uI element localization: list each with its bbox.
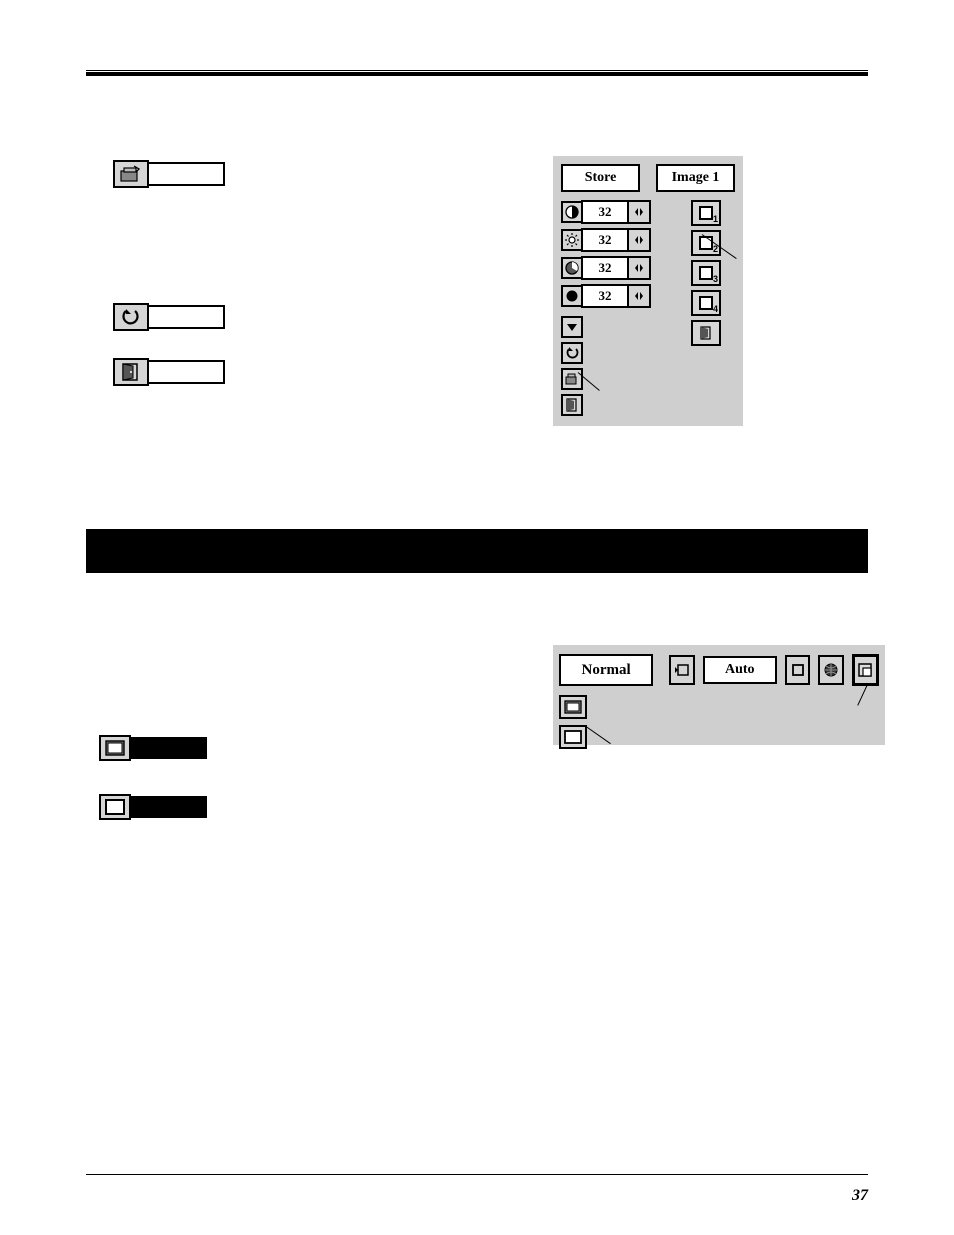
prev-icon[interactable] — [669, 655, 694, 685]
doc-row-quit — [113, 358, 225, 386]
slider-value[interactable]: 32 — [581, 200, 629, 224]
slider-value[interactable]: 32 — [581, 228, 629, 252]
spinner-icon[interactable] — [627, 200, 651, 224]
globe-icon[interactable] — [818, 655, 843, 685]
square-icon[interactable] — [785, 655, 810, 685]
store-icon[interactable] — [561, 368, 583, 390]
memory-slot-1[interactable]: 1 — [691, 200, 721, 226]
slider-brightness: 32 — [561, 228, 661, 252]
memory-column: 1 2 3 4 — [691, 200, 719, 416]
store-icon[interactable] — [113, 160, 149, 188]
half-field — [129, 737, 207, 759]
quit-field[interactable] — [147, 360, 225, 384]
door-icon[interactable] — [691, 320, 721, 346]
doc-row-reset — [113, 303, 225, 331]
page-number: 37 — [852, 1187, 868, 1205]
reset-icon[interactable] — [113, 303, 149, 331]
memory-slot-3[interactable]: 3 — [691, 260, 721, 286]
full-screen-icon[interactable] — [559, 725, 587, 749]
auto-field[interactable]: Auto — [703, 656, 778, 684]
image-dropdown[interactable]: Image 1 — [656, 164, 735, 192]
contrast-icon[interactable] — [561, 201, 583, 223]
page: Store Image 1 32 — [0, 0, 954, 1235]
slider-value[interactable]: 32 — [581, 256, 629, 280]
top-thin-rule — [86, 70, 868, 71]
slider-tint: 32 — [561, 284, 661, 308]
half-screen-icon[interactable] — [99, 735, 131, 761]
reset-field[interactable] — [147, 305, 225, 329]
brightness-icon[interactable] — [561, 229, 583, 251]
memory-index: 1 — [713, 214, 718, 224]
slider-column: 32 32 — [561, 200, 661, 416]
memory-slot-2[interactable]: 2 — [691, 230, 721, 256]
half-screen-icon[interactable] — [559, 695, 587, 719]
corner-icon[interactable] — [852, 654, 879, 686]
section-heading-bar — [86, 529, 868, 573]
doc-row-full-screen — [99, 794, 207, 820]
full-screen-icon[interactable] — [99, 794, 131, 820]
slider-color: 32 — [561, 256, 661, 280]
color-icon[interactable] — [561, 257, 583, 279]
top-thick-rule — [86, 72, 868, 76]
normal-toolbar-panel: Normal Auto — [553, 645, 885, 745]
store-panel: Store Image 1 32 — [553, 156, 743, 426]
memory-index: 4 — [713, 304, 718, 314]
reset-icon[interactable] — [561, 342, 583, 364]
doc-row-store — [113, 160, 225, 188]
memory-index: 3 — [713, 274, 718, 284]
slider-contrast: 32 — [561, 200, 661, 224]
tint-icon[interactable] — [561, 285, 583, 307]
store-field[interactable] — [147, 162, 225, 186]
memory-slot-4[interactable]: 4 — [691, 290, 721, 316]
store-dropdown[interactable]: Store — [561, 164, 640, 192]
spinner-icon[interactable] — [627, 256, 651, 280]
door-icon[interactable] — [113, 358, 149, 386]
spinner-icon[interactable] — [627, 228, 651, 252]
spinner-icon[interactable] — [627, 284, 651, 308]
slider-side-icons — [561, 316, 661, 416]
more-icon[interactable] — [561, 316, 583, 338]
full-field — [129, 796, 207, 818]
doc-row-half-screen — [99, 735, 207, 761]
mode-dropdown[interactable]: Normal — [559, 654, 653, 686]
slider-value[interactable]: 32 — [581, 284, 629, 308]
bottom-rule — [86, 1174, 868, 1175]
door-icon[interactable] — [561, 394, 583, 416]
